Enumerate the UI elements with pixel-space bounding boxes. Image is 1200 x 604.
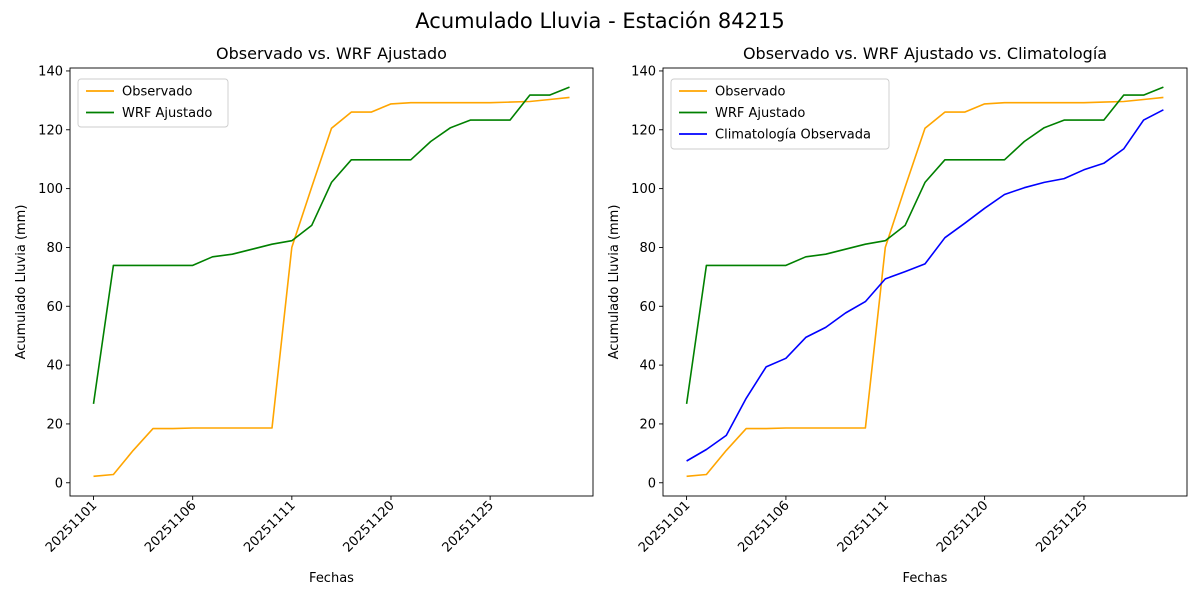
legend-label-0: Observado xyxy=(715,85,786,100)
legend-label-0: Observado xyxy=(122,85,193,100)
y-tick-label-1: 20 xyxy=(46,417,63,432)
plot-frame xyxy=(69,67,594,497)
x-axis-label: Fechas xyxy=(309,571,354,586)
chart-title: Observado vs. WRF Ajustado vs. Climatolo… xyxy=(743,44,1107,63)
y-tick-label-7: 140 xyxy=(631,64,656,79)
y-tick-label-2: 40 xyxy=(639,359,656,374)
series-line-1 xyxy=(92,86,570,405)
y-axis-label: Acumulado Lluvia (mm) xyxy=(14,205,29,360)
y-tick-label-7: 140 xyxy=(38,64,63,79)
legend-box xyxy=(77,78,229,128)
series-line-2 xyxy=(686,109,1164,462)
y-tick-label-0: 0 xyxy=(648,476,656,491)
plot-frame xyxy=(662,67,1188,497)
legend-label-1: WRF Ajustado xyxy=(122,106,212,121)
y-tick-label-0: 0 xyxy=(55,476,63,491)
y-axis-label: Acumulado Lluvia (mm) xyxy=(607,205,622,360)
y-tick-label-2: 40 xyxy=(46,359,63,374)
y-tick-label-6: 120 xyxy=(38,123,63,138)
y-tick-label-4: 80 xyxy=(46,241,63,256)
y-tick-label-1: 20 xyxy=(639,417,656,432)
chart-title: Observado vs. WRF Ajustado xyxy=(216,44,447,63)
y-tick-label-5: 100 xyxy=(631,182,656,197)
y-tick-label-3: 60 xyxy=(46,300,63,315)
legend-box xyxy=(670,78,890,150)
y-tick-label-3: 60 xyxy=(639,300,656,315)
y-tick-label-4: 80 xyxy=(639,241,656,256)
figure-suptitle: Acumulado Lluvia - Estación 84215 xyxy=(415,9,784,33)
legend-label-1: WRF Ajustado xyxy=(715,106,805,121)
legend-label-2: Climatología Observada xyxy=(715,128,871,143)
series-line-0 xyxy=(686,96,1164,478)
series-line-1 xyxy=(685,86,1164,405)
y-tick-label-5: 100 xyxy=(38,182,63,197)
series-line-0 xyxy=(93,96,570,478)
y-tick-label-6: 120 xyxy=(631,123,656,138)
x-axis-label: Fechas xyxy=(903,571,948,586)
